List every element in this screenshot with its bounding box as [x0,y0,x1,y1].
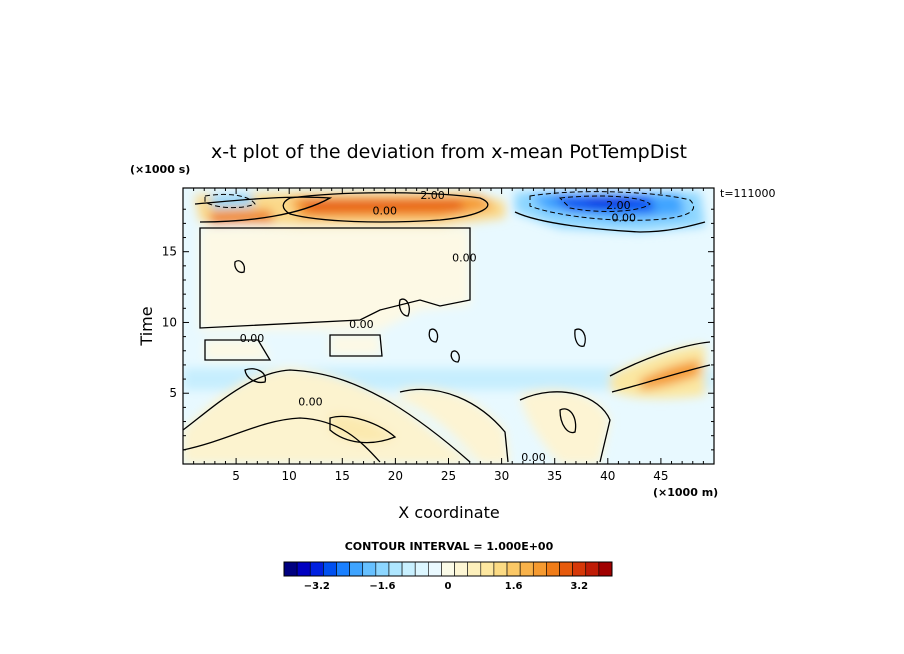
colorbar-tick-label: 0 [445,581,452,592]
heatmap-field [183,188,714,464]
colorbar-swatch [349,561,364,577]
colorbar [283,561,613,577]
colorbar-swatch [283,561,298,577]
contour-value-label: 0.00 [298,396,323,409]
contour-value-label: 2.00 [420,189,445,202]
colorbar-swatch [309,561,324,577]
y-axis-label: Time [137,306,156,346]
contour-value-label: 0.00 [611,212,636,225]
colorbar-swatch [480,561,495,577]
colorbar-swatch [454,561,468,577]
y-axis-unit: (×1000 s) [130,163,190,176]
x-tick-label: 10 [282,469,297,483]
colorbar-swatch [414,561,429,577]
x-tick-label: 35 [547,469,562,483]
contour-value-label: 0.00 [240,332,265,345]
colorbar-swatch [493,561,508,577]
contour-interval-label: CONTOUR INTERVAL = 1.000E+00 [345,540,554,553]
time-stamp-label: t=111000 [720,187,776,200]
colorbar-swatch [441,561,455,577]
x-tick-label: 40 [600,469,615,483]
y-tick-label: 5 [169,386,177,400]
contour-value-label: 0.00 [452,251,477,264]
colorbar-swatch [401,561,416,577]
colorbar-swatch [559,561,573,577]
x-tick-label: 20 [388,469,403,483]
x-tick-label: 45 [653,469,668,483]
y-axis-ticks: 5 10 15 [162,208,714,451]
y-tick-label: 15 [162,245,177,259]
colorbar-swatch [546,561,560,577]
colorbar-swatch [336,561,350,577]
colorbar-swatch [532,561,547,577]
colorbar-swatch [506,561,521,577]
y-tick-label: 10 [162,315,177,329]
colorbar-swatch [585,561,600,577]
x-tick-label: 15 [335,469,350,483]
colorbar-swatch [519,561,534,577]
colorbar-tick-label: 1.6 [505,581,523,592]
colorbar-swatch [388,561,403,577]
contour-value-label: 0.00 [349,318,374,331]
colorbar-ticks: −3.2 −1.6 0 1.6 3.2 [304,581,588,592]
contour-value-label: 2.00 [606,199,631,212]
contour-value-label: 0.00 [373,205,398,218]
colorbar-swatch [375,561,390,577]
contour-labels: 2.000.00 2.000.000.000.000.000.000.00 [240,189,636,464]
x-axis-label: X coordinate [398,503,499,522]
colorbar-swatch [428,561,442,577]
colorbar-swatch [362,561,377,577]
colorbar-swatch [467,561,482,577]
chart-title: x-t plot of the deviation from x-mean Po… [211,141,687,163]
colorbar-tick-label: 3.2 [570,581,588,592]
x-axis-ticks: 5 10 15 20 25 30 35 40 45 [193,188,704,483]
x-axis-unit: (×1000 m) [653,486,718,499]
colorbar-tick-label: −1.6 [369,581,395,592]
colorbar-swatch [323,561,337,577]
x-tick-label: 5 [232,469,240,483]
colorbar-swatch [598,561,613,577]
colorbar-swatch [296,561,311,577]
colorbar-swatch [572,561,587,577]
contour-value-label: 0.00 [521,451,546,464]
colorbar-tick-label: −3.2 [304,581,330,592]
colorbar-frame [283,561,613,577]
x-tick-label: 30 [494,469,509,483]
x-tick-label: 25 [441,469,456,483]
